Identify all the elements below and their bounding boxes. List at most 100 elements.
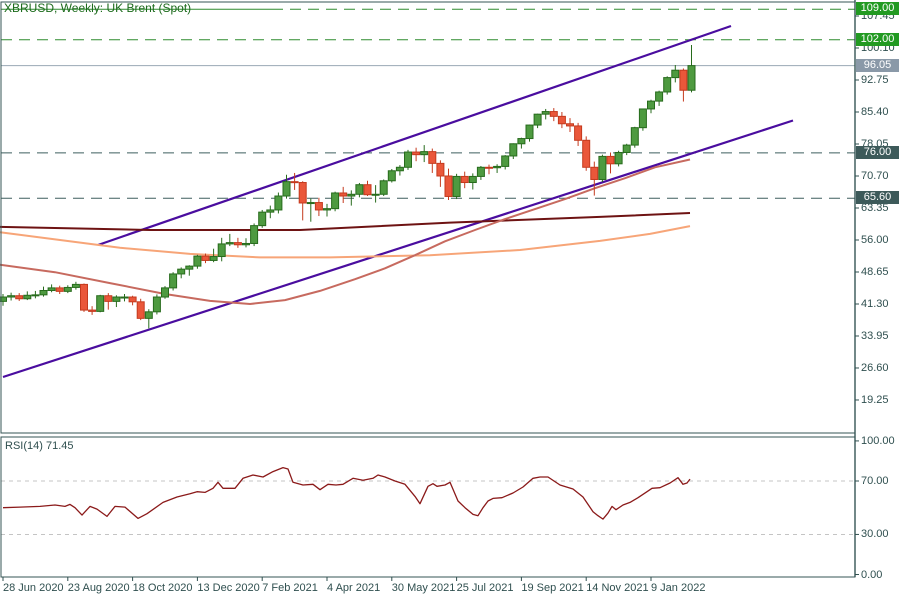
candle-bear (80, 283, 88, 311)
time-tick-label: 18 Oct 2020 (132, 582, 193, 594)
candle-bear (574, 125, 583, 141)
candle-bull (177, 268, 186, 275)
price-tick-label: 26.60 (861, 361, 889, 374)
candle-bull (347, 193, 356, 197)
candle-bear (88, 309, 97, 312)
candle-bear (128, 296, 137, 303)
candle-bear (606, 155, 615, 165)
candle-bull (31, 294, 40, 297)
candle-bear (436, 162, 445, 177)
candle-bull (525, 124, 534, 140)
main-panel-frame (0, 1, 856, 434)
candle-bull (161, 287, 169, 298)
candle-bull (395, 166, 404, 172)
candle-bear (201, 255, 210, 261)
time-tick-label: 9 Jan 2022 (651, 582, 706, 594)
rsi-indicator-label: RSI(14) 71.45 (5, 440, 74, 452)
candle-bear (136, 301, 145, 319)
trendline-channel-upper (97, 24, 732, 247)
candle-bull (404, 151, 412, 168)
candle-bull (306, 202, 315, 205)
candle-bull (663, 77, 672, 93)
level-badge-109.00: 109.00 (856, 2, 899, 16)
candle-bull (501, 155, 510, 167)
time-tick-label: 7 Feb 2021 (262, 582, 318, 594)
candle-bear (314, 202, 323, 211)
candle-bull (323, 208, 331, 211)
candle-bear (679, 69, 688, 91)
price-tick-label: 63.35 (861, 201, 889, 214)
candle-bull (647, 100, 655, 110)
rsi-tick-label: 0.00 (861, 568, 883, 581)
candle-bull (152, 296, 161, 313)
chart-title: XBRUSD, Weekly: UK Brent (Spot) (4, 1, 192, 15)
rsi-tick-label: 30.00 (861, 528, 889, 541)
candle-bull (387, 170, 396, 182)
candle-bear (557, 115, 566, 125)
candle-bull (23, 294, 32, 300)
candle-bear (549, 111, 558, 117)
candle-bull (331, 192, 340, 210)
price-tick-label: 48.65 (861, 265, 889, 278)
time-tick-label: 19 Sep 2021 (521, 582, 584, 594)
time-tick-label: 28 Jun 2020 (3, 582, 64, 594)
candle-bull (630, 127, 639, 146)
candle-bear (460, 175, 469, 184)
candle-bull (266, 209, 275, 213)
candle-bull (452, 175, 461, 197)
candle-bull (258, 211, 267, 227)
rsi-curve (2, 466, 691, 520)
candle-bull (193, 255, 202, 267)
candle-bull (509, 143, 518, 157)
current-price-badge: 96.05 (856, 58, 899, 72)
candle-bull (185, 265, 194, 270)
price-tick-label: 19.25 (861, 393, 889, 406)
candle-bull (638, 108, 647, 129)
level-badge-76.00: 76.00 (856, 145, 899, 159)
candle-bull (671, 69, 680, 79)
candle-bear (339, 192, 348, 197)
candle-bull (242, 242, 250, 246)
price-tick-label: 92.75 (861, 74, 889, 86)
candle-bear (363, 184, 372, 196)
candle-bull (493, 165, 502, 169)
candle-bull (96, 295, 105, 312)
candle-bull (598, 155, 607, 180)
candle-bull (420, 151, 429, 156)
level-badge-102.00: 102.00 (856, 32, 899, 46)
candle-bear (485, 166, 493, 169)
ma-50-line (0, 158, 691, 305)
price-tick-label: 70.70 (861, 169, 889, 182)
price-tick-label: 85.40 (861, 105, 889, 118)
candle-bull (355, 184, 364, 195)
candle-bear (428, 151, 437, 164)
candle-bull (47, 287, 56, 291)
candle-bull (7, 295, 16, 298)
candle-bull (39, 289, 48, 296)
candle-bull (112, 296, 121, 302)
candle-bull (655, 91, 664, 102)
time-tick-label: 14 Nov 2021 (586, 582, 649, 594)
candle-bull (517, 138, 526, 145)
rsi-tick-label: 100.00 (861, 434, 895, 447)
candle-bear (566, 123, 574, 127)
level-badge-65.60: 65.60 (856, 191, 899, 205)
candle-bull (468, 175, 477, 184)
candle-bull (614, 151, 623, 165)
time-tick-label: 4 Apr 2021 (327, 582, 381, 594)
rsi-panel-frame (0, 436, 856, 578)
price-tick-label: 41.30 (861, 297, 889, 310)
time-tick-label: 25 Jul 2021 (456, 582, 514, 594)
candle-bear (590, 166, 599, 180)
candle-bull (622, 144, 631, 153)
candle-bull (282, 181, 291, 197)
rsi-tick-label: 70.00 (861, 475, 889, 487)
candle-bull (371, 193, 380, 196)
candle-bear (444, 175, 453, 197)
candle-bull (250, 225, 259, 244)
candle-bear (582, 139, 591, 168)
price-tick-label: 56.00 (861, 233, 889, 246)
candle-bear (55, 287, 64, 292)
